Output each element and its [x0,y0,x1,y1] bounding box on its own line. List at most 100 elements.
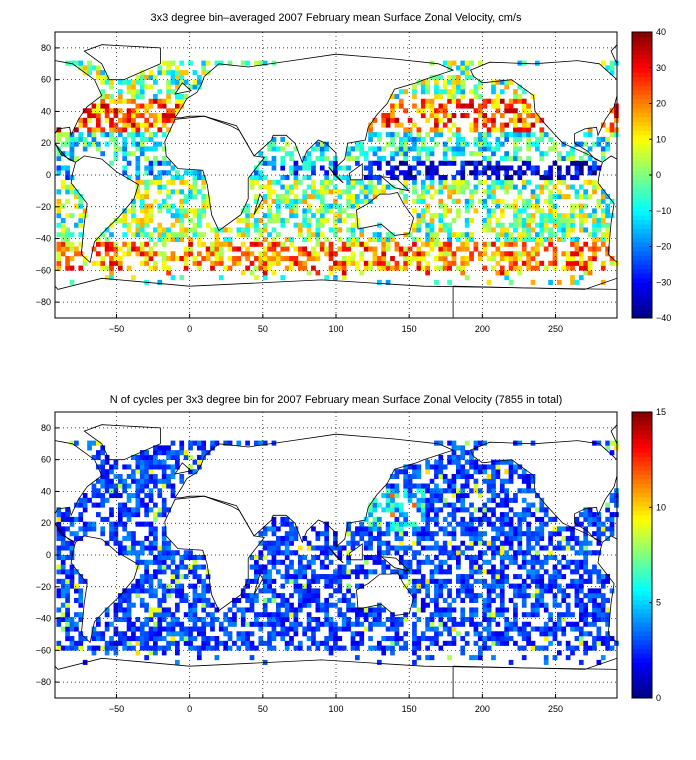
data-cell [442,473,448,480]
data-cell [495,550,501,556]
data-cell [117,98,123,104]
data-cell [104,478,110,484]
data-cell [521,246,527,252]
data-cell [425,621,430,627]
data-cell [183,194,189,200]
data-cell [394,151,400,157]
data-cell [460,241,466,247]
data-cell [508,232,514,238]
data-cell [148,607,154,613]
data-cell [319,222,325,228]
data-cell [499,602,505,608]
data-cell [166,227,171,233]
data-cell [135,497,141,503]
data-cell [548,535,553,541]
data-cell [592,588,597,594]
data-cell [513,198,518,204]
data-cell [535,198,540,204]
data-cell [407,478,413,484]
y-tick-label: 0 [46,550,51,560]
data-cell [153,645,158,651]
data-cell [302,165,308,171]
data-cell [447,260,452,266]
data-cell [148,493,154,499]
data-cell [526,559,531,565]
data-cell [82,497,88,503]
data-cell [429,227,435,233]
data-cell [530,602,536,608]
data-cell [521,227,527,233]
data-cell [183,213,189,219]
data-cell [148,507,154,513]
data-cell [258,621,264,627]
data-cell [434,540,439,546]
data-cell [65,256,70,262]
data-cell [100,631,106,637]
data-cell [363,165,369,171]
data-cell [109,84,114,90]
data-cell [412,103,417,109]
data-cell [262,569,268,575]
data-cell [376,279,382,285]
data-cell [135,222,141,228]
data-cell [556,559,562,565]
data-cell [275,612,281,618]
data-cell [157,545,163,551]
data-cell [425,175,430,181]
data-cell [267,569,272,575]
data-cell [201,607,207,613]
data-cell [267,179,272,185]
data-cell [289,574,294,580]
data-cell [460,616,466,623]
data-cell [491,194,496,200]
colorbar-segment [632,474,652,480]
data-cell [69,621,75,627]
data-cell [359,531,365,537]
data-cell [530,265,536,271]
data-cell [491,612,496,618]
data-cell [477,555,483,561]
data-cell [135,179,141,185]
data-cell [425,512,430,518]
data-cell [456,246,461,252]
data-cell [600,189,606,195]
data-cell [126,160,132,166]
data-cell [614,493,619,499]
data-cell [258,640,264,646]
data-cell [469,256,474,262]
data-cell [583,550,589,556]
data-cell [315,155,321,161]
data-cell [508,98,514,104]
data-cell [526,612,531,618]
data-cell [368,127,373,133]
data-cell [144,602,149,608]
data-cell [100,497,106,503]
data-cell [135,555,141,561]
data-cell [65,616,70,623]
data-cell [258,626,264,632]
data-cell [605,574,610,580]
data-cell [447,227,452,233]
data-cell [117,117,123,123]
data-cell [486,488,492,494]
data-cell [104,103,110,109]
data-cell [311,160,316,166]
data-cell [574,645,580,651]
data-cell [192,621,198,627]
data-cell [74,189,79,195]
data-cell [275,550,281,556]
data-cell [135,74,141,80]
coastline-polygon [164,115,266,232]
data-cell [578,659,584,665]
data-cell [170,213,176,219]
data-cell [499,256,505,262]
data-cell [157,464,163,470]
data-cell [319,545,325,551]
data-cell [482,464,488,470]
data-cell [267,141,272,147]
data-cell [442,141,448,147]
data-cell [451,160,457,166]
data-cell [258,260,264,266]
data-cell [499,208,505,214]
colorbar-segment [632,412,652,417]
